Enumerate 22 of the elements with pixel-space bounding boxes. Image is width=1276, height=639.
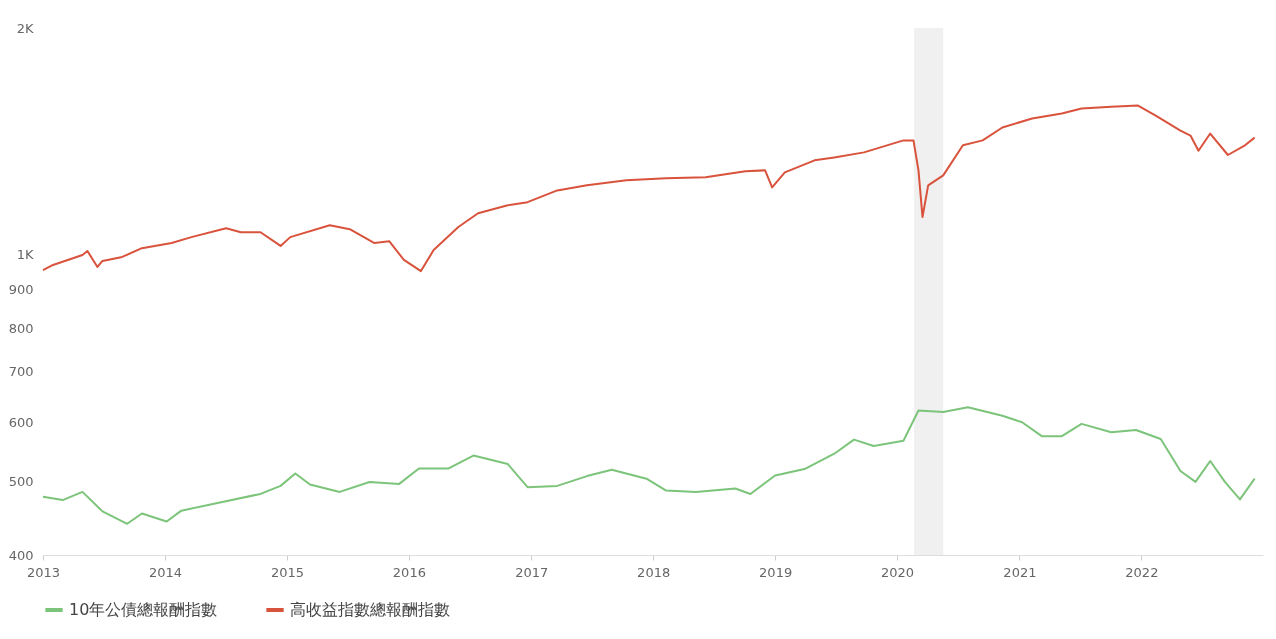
y-tick-label: 500 xyxy=(8,474,34,490)
x-tick-label: 2020 xyxy=(881,564,915,580)
y-tick-label: 600 xyxy=(8,414,34,430)
legend-label: 10年公債總報酬指數 xyxy=(69,600,218,619)
line-series xyxy=(42,104,1256,273)
x-tick-label: 2015 xyxy=(270,564,304,580)
x-tick-label: 2014 xyxy=(148,564,183,580)
y-tick-label: 2K xyxy=(16,20,34,36)
x-tick-label: 2016 xyxy=(392,564,426,580)
line-series xyxy=(42,406,1256,525)
y-tick-label: 800 xyxy=(8,320,34,336)
x-tick-label: 2019 xyxy=(759,564,793,580)
x-tick-label: 2017 xyxy=(515,564,549,580)
x-tick-label: 2018 xyxy=(637,564,671,580)
y-tick-label: 1K xyxy=(16,247,34,263)
y-tick-label: 900 xyxy=(8,281,34,297)
y-tick-label: 400 xyxy=(8,547,34,563)
y-tick-label: 700 xyxy=(8,364,34,380)
legend-label: 高收益指數總報酬指數 xyxy=(290,600,450,619)
x-tick-label: 2021 xyxy=(1003,564,1037,580)
x-tick-label: 2013 xyxy=(26,564,61,580)
x-tick-label: 2022 xyxy=(1125,564,1159,580)
